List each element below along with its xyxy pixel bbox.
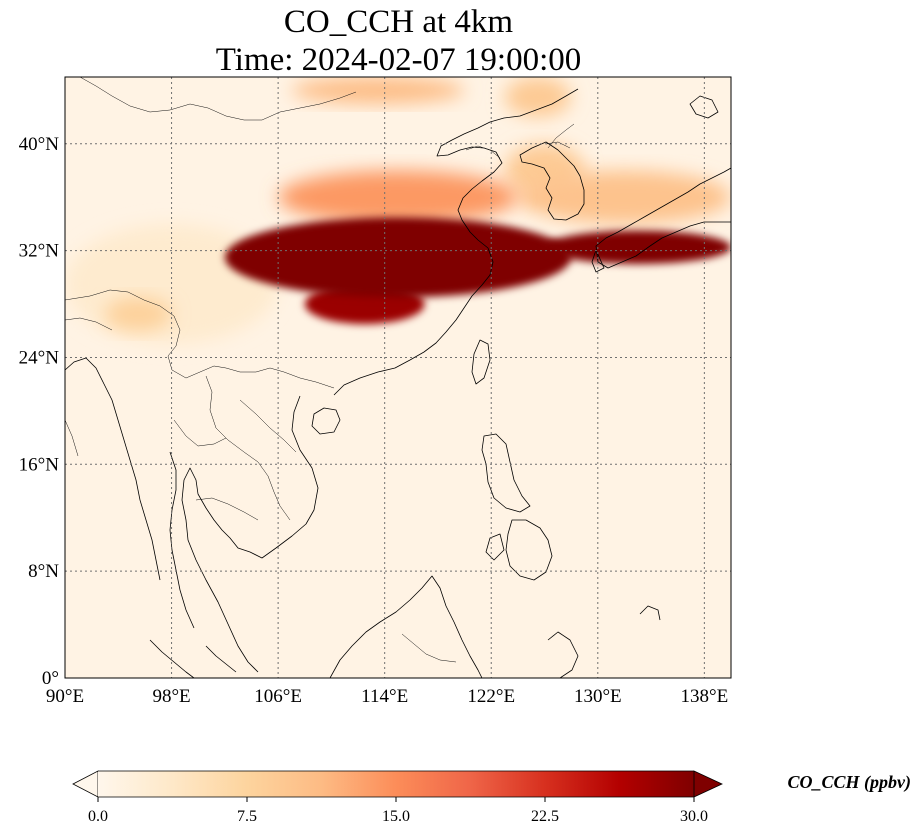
colorbar-tick-label: 7.5 bbox=[237, 808, 257, 825]
plume-main-core bbox=[224, 217, 572, 298]
colorbar-tick-label: 15.0 bbox=[382, 808, 410, 825]
plume-northeast-band bbox=[517, 170, 731, 224]
colorbar-tick-label: 22.5 bbox=[531, 808, 559, 825]
colorbar: 0.0 7.5 15.0 22.5 30.0 CO_CCH (ppbv) bbox=[72, 770, 912, 825]
plume-top-streak bbox=[291, 77, 465, 104]
x-tick-label: 98°E bbox=[152, 686, 190, 707]
colorbar-tick-label: 0.0 bbox=[88, 808, 108, 825]
x-tick-label: 122°E bbox=[467, 686, 515, 707]
x-tick-label: 138°E bbox=[681, 686, 729, 707]
colorbar-label: CO_CCH (ppbv) bbox=[788, 772, 912, 793]
y-tick-label: 16°N bbox=[19, 454, 60, 475]
country-borders bbox=[65, 77, 575, 663]
colorbar-tick-label: 30.0 bbox=[680, 808, 708, 825]
plot-title-line2: Time: 2024-02-07 19:00:00 bbox=[215, 42, 582, 78]
y-tick-label: 32°N bbox=[19, 241, 60, 262]
plot-title-line1: CO_CCH at 4km bbox=[283, 4, 514, 40]
y-tick-label: 24°N bbox=[19, 347, 60, 368]
colorbar-min-extension bbox=[72, 770, 99, 798]
y-tick-label: 0° bbox=[42, 668, 59, 689]
y-axis-ticks: 0° 8°N 16°N 24°N 32°N 40°N bbox=[19, 134, 60, 689]
y-tick-label: 40°N bbox=[19, 134, 60, 155]
y-tick-label: 8°N bbox=[28, 561, 59, 582]
gridlines bbox=[65, 77, 731, 678]
plume-north-band bbox=[278, 170, 518, 224]
map-background bbox=[65, 77, 731, 678]
map-frame bbox=[64, 76, 732, 679]
colorbar-gradient bbox=[98, 771, 694, 797]
plume-india-patch bbox=[104, 297, 172, 331]
x-tick-label: 106°E bbox=[254, 686, 302, 707]
x-tick-label: 130°E bbox=[574, 686, 622, 707]
coastlines bbox=[65, 88, 731, 678]
plume-top-right-streak bbox=[504, 77, 572, 118]
colorbar-ticks: 0.0 7.5 15.0 22.5 30.0 bbox=[88, 797, 708, 825]
plume-east-tail bbox=[544, 230, 731, 264]
colorbar-max-extension bbox=[693, 770, 723, 798]
x-axis-ticks: 90°E 98°E 106°E 114°E 122°E 130°E 138°E bbox=[46, 686, 728, 707]
x-tick-label: 114°E bbox=[361, 686, 408, 707]
x-tick-label: 90°E bbox=[46, 686, 84, 707]
